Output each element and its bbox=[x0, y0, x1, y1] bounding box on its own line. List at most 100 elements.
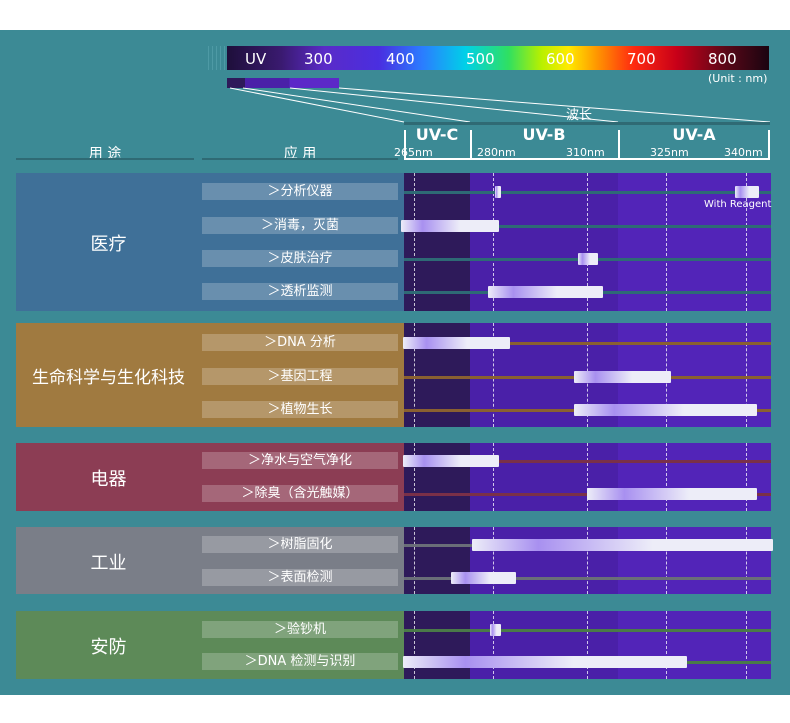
application-label: ＞表面检测 bbox=[202, 569, 398, 586]
category-label: 医疗 bbox=[90, 234, 127, 255]
application-label: ＞透析监测 bbox=[202, 283, 398, 300]
row-track bbox=[404, 191, 771, 194]
reference-line bbox=[587, 173, 588, 311]
band-header-tick bbox=[768, 130, 770, 160]
reference-line bbox=[746, 443, 747, 511]
band-background bbox=[404, 173, 470, 311]
application-label: ＞树脂固化 bbox=[202, 536, 398, 553]
application-label: ＞DNA 分析 bbox=[202, 334, 398, 351]
reference-line bbox=[746, 173, 747, 311]
category-panel bbox=[16, 323, 404, 427]
category-panel bbox=[16, 443, 404, 511]
reference-line bbox=[493, 323, 494, 427]
reference-line bbox=[414, 323, 415, 427]
category-panel bbox=[16, 527, 404, 594]
range-bar bbox=[450, 572, 517, 584]
application-label: ＞分析仪器 bbox=[202, 183, 398, 200]
reference-line bbox=[587, 527, 588, 594]
reference-line bbox=[587, 611, 588, 679]
spectrum-bar bbox=[227, 46, 769, 70]
application-label: ＞基因工程 bbox=[202, 368, 398, 385]
reference-line bbox=[746, 527, 747, 594]
spectrum-label: 700 bbox=[627, 50, 656, 68]
wavelength-tick-label: 280nm bbox=[477, 146, 516, 159]
range-bar bbox=[487, 286, 603, 298]
application-label: ＞消毒，灭菌 bbox=[202, 217, 398, 234]
range-bar bbox=[574, 404, 757, 416]
row-track bbox=[404, 629, 771, 632]
application-header-rule bbox=[202, 158, 398, 160]
reference-line bbox=[587, 443, 588, 511]
row-track bbox=[404, 342, 771, 345]
spectrum-label: UV bbox=[245, 50, 267, 68]
band-background bbox=[618, 611, 771, 679]
reference-line bbox=[493, 173, 494, 311]
range-bar bbox=[400, 220, 500, 232]
wavelength-rule bbox=[404, 122, 770, 125]
wavelength-tick-label: 310nm bbox=[566, 146, 605, 159]
range-bar bbox=[735, 186, 760, 198]
range-bar bbox=[403, 337, 511, 349]
band-header-tick bbox=[470, 130, 472, 160]
category-label: 安防 bbox=[90, 637, 127, 658]
band-header-tick bbox=[404, 130, 406, 160]
uv-zoom-indicator bbox=[227, 78, 339, 88]
reference-line bbox=[493, 611, 494, 679]
category-label: 生命科学与生化科技 bbox=[32, 368, 185, 388]
spectrum-label: 500 bbox=[466, 50, 495, 68]
reference-line bbox=[493, 527, 494, 594]
unit-label: (Unit : nm) bbox=[708, 72, 768, 85]
usage-column-header: 用 途 bbox=[88, 146, 122, 162]
application-label: ＞净水与空气净化 bbox=[202, 452, 398, 469]
reference-line bbox=[414, 173, 415, 311]
category-panel bbox=[16, 611, 404, 679]
reference-line bbox=[746, 323, 747, 427]
spectrum-label: 300 bbox=[304, 50, 333, 68]
band-background bbox=[618, 443, 771, 511]
row-track bbox=[404, 577, 771, 580]
range-bar bbox=[494, 186, 501, 198]
band-header-rule bbox=[404, 158, 770, 160]
reference-line bbox=[414, 527, 415, 594]
range-bar bbox=[587, 488, 757, 500]
reference-line bbox=[666, 527, 667, 594]
category-label: 电器 bbox=[90, 469, 127, 490]
wavelength-tick-label: 325nm bbox=[650, 146, 689, 159]
range-bar bbox=[471, 539, 773, 551]
band-header-label: UV-A bbox=[672, 125, 716, 144]
reference-line bbox=[666, 611, 667, 679]
spectrum-label: 800 bbox=[708, 50, 737, 68]
projection-lines bbox=[229, 87, 771, 123]
application-label: ＞DNA 检测与识别 bbox=[202, 653, 398, 670]
reference-line bbox=[666, 443, 667, 511]
row-track bbox=[404, 225, 771, 228]
spectrum-label: 400 bbox=[386, 50, 415, 68]
reference-line bbox=[746, 611, 747, 679]
reference-line bbox=[414, 611, 415, 679]
reference-line bbox=[666, 173, 667, 311]
wavelength-tick-label: 265nm bbox=[394, 146, 433, 159]
band-header-label: UV-B bbox=[522, 125, 566, 144]
application-label: ＞除臭（含光触媒） bbox=[202, 485, 398, 502]
wavelength-label: 波长 bbox=[566, 108, 593, 123]
range-bar bbox=[577, 253, 598, 265]
application-label: ＞验钞机 bbox=[202, 621, 398, 638]
range-bar bbox=[403, 656, 688, 668]
reference-line bbox=[493, 443, 494, 511]
range-bar bbox=[403, 455, 500, 467]
usage-header-rule bbox=[16, 158, 194, 160]
range-bar bbox=[574, 371, 672, 383]
band-background bbox=[404, 443, 470, 511]
category-panel bbox=[16, 173, 404, 311]
band-background bbox=[618, 527, 771, 594]
category-label: 工业 bbox=[90, 552, 127, 574]
spectrum-label: 600 bbox=[546, 50, 575, 68]
band-header-tick bbox=[618, 130, 620, 160]
row-track bbox=[404, 460, 771, 463]
reference-line bbox=[414, 443, 415, 511]
spectrum-ruler bbox=[208, 46, 228, 70]
application-label: ＞植物生长 bbox=[202, 401, 398, 418]
application-label: ＞皮肤治疗 bbox=[202, 250, 398, 267]
wavelength-tick-label: 340nm bbox=[724, 146, 763, 159]
band-header-label: UV-C bbox=[415, 125, 459, 144]
